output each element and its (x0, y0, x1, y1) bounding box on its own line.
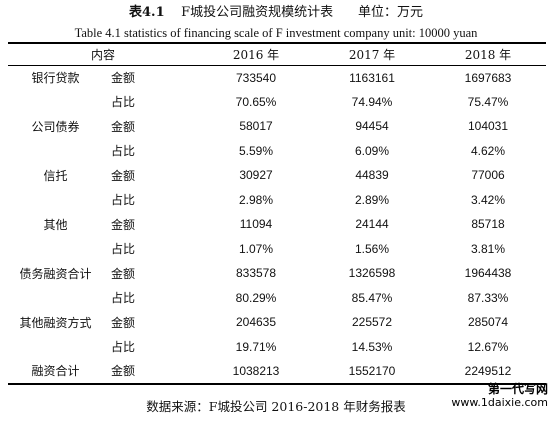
row-value: 12.67% (467, 339, 509, 354)
row-category (8, 286, 103, 311)
table-title-en: Table 4.1 statistics of financing scale … (74, 26, 478, 40)
row-category: 融资合计 (8, 359, 103, 385)
row-value: 1326598 (348, 266, 396, 281)
row-metric: 占比 (111, 95, 136, 110)
row-metric: 占比 (111, 291, 136, 306)
table-row: 占比 19.71% 14.53% 12.67% (8, 335, 546, 360)
row-value: 85718 (471, 217, 505, 232)
row-metric: 金额 (103, 359, 198, 385)
row-metric: 金额 (111, 119, 136, 134)
row-value: 1038213 (198, 359, 314, 385)
row-value: 77006 (471, 168, 505, 183)
table-unit: 单位：万元 (357, 5, 423, 20)
row-value: 74.94% (351, 94, 393, 109)
table-title-main: F城投公司融资规模统计表 (181, 5, 334, 20)
row-value: 1964438 (464, 266, 512, 281)
row-metric: 金额 (111, 71, 136, 85)
row-value: 1163161 (349, 70, 395, 85)
table-row: 其他 金额 11094 24144 85718 (8, 212, 546, 237)
row-value: 6.09% (354, 143, 390, 158)
table-row: 债务融资合计 金额 833578 1326598 1964438 (8, 261, 546, 286)
row-value: 204635 (235, 315, 277, 330)
row-value: 2249512 (430, 359, 546, 385)
row-value: 285074 (467, 315, 509, 330)
row-category (8, 335, 103, 360)
row-value: 11094 (239, 217, 273, 232)
row-value: 87.33% (467, 290, 509, 305)
row-value: 58017 (239, 119, 273, 134)
row-value: 30927 (239, 168, 273, 183)
row-category (8, 188, 103, 213)
table-row: 占比 2.98% 2.89% 3.42% (8, 188, 546, 213)
table-row: 信托 金额 30927 44839 77006 (8, 163, 546, 188)
row-category (8, 237, 103, 262)
row-category: 其他 (43, 217, 68, 232)
row-value: 1.56% (354, 241, 390, 256)
row-metric: 金额 (111, 168, 136, 183)
row-category (8, 139, 103, 164)
row-metric: 金额 (111, 217, 136, 232)
row-value: 85.47% (351, 290, 393, 305)
table-title-cn: 表4.1 F城投公司融资规模统计表 单位：万元 (0, 4, 552, 22)
table-row: 占比 5.59% 6.09% 4.62% (8, 139, 546, 164)
row-value: 833578 (235, 266, 277, 281)
row-value: 2.98% (238, 192, 274, 207)
row-category: 信托 (43, 168, 68, 183)
row-value: 1.07% (238, 241, 274, 256)
watermark: 第一代写网 www.1daixie.com (451, 382, 548, 410)
row-value: 1552170 (314, 359, 430, 385)
row-value: 3.42% (470, 192, 506, 207)
row-category: 债务融资合计 (19, 266, 92, 281)
row-value: 225572 (351, 315, 393, 330)
row-value: 24144 (355, 217, 389, 232)
header-content: 内容 (8, 42, 198, 66)
data-source-note: 数据来源：F城投公司 2016-2018 年财务报表 (146, 399, 406, 414)
row-value: 19.71% (235, 339, 277, 354)
row-metric: 占比 (111, 340, 136, 355)
table-body: 银行贷款 金额 733540 1163161 1697683 占比 70.65% 74.94%… (8, 65, 546, 385)
table-row: 其他融资方式 金额 204635 225572 285074 (8, 310, 546, 335)
row-metric: 占比 (111, 242, 136, 257)
row-value: 2.89% (354, 192, 390, 207)
watermark-url: www.1daixie.com (451, 396, 548, 409)
row-category: 其他融资方式 (19, 315, 92, 330)
header-2018: 2018 年 (430, 42, 546, 66)
table-row: 占比 70.65% 74.94% 75.47% (8, 90, 546, 115)
row-value: 75.47% (467, 94, 509, 109)
row-value: 5.59% (238, 143, 274, 158)
row-metric: 占比 (111, 193, 136, 208)
row-value: 104031 (467, 119, 509, 134)
row-value: 80.29% (235, 290, 277, 305)
row-value: 94454 (355, 119, 389, 134)
row-category (8, 90, 103, 115)
row-metric: 金额 (111, 315, 136, 330)
table-row: 银行贷款 金额 733540 1163161 1697683 (8, 65, 546, 90)
row-value: 14.53% (351, 339, 393, 354)
row-value: 1697683 (464, 70, 512, 85)
row-value: 733540 (235, 70, 277, 85)
row-category: 银行贷款 (31, 71, 80, 85)
row-category: 公司债券 (31, 119, 80, 134)
row-value: 44839 (355, 168, 389, 183)
table-row: 融资合计 金额 1038213 1552170 2249512 (8, 359, 546, 385)
header-2016: 2016 年 (198, 42, 314, 66)
financing-scale-table: 内容 2016 年 2017 年 2018 年 银行贷款 金额 733540 1163… (8, 42, 546, 385)
header-2017: 2017 年 (314, 42, 430, 66)
row-metric: 占比 (111, 144, 136, 159)
table-row: 占比 1.07% 1.56% 3.81% (8, 237, 546, 262)
row-metric: 金额 (111, 266, 136, 281)
table-row: 占比 80.29% 85.47% 87.33% (8, 286, 546, 311)
table-row: 公司债券 金额 58017 94454 104031 (8, 114, 546, 139)
watermark-name: 第一代写网 (487, 382, 548, 396)
row-value: 3.81% (470, 241, 506, 256)
table-header-row: 内容 2016 年 2017 年 2018 年 (8, 42, 546, 66)
table-number: 表4.1 (129, 5, 165, 20)
row-value: 70.65% (235, 94, 277, 109)
row-value: 4.62% (470, 143, 506, 158)
